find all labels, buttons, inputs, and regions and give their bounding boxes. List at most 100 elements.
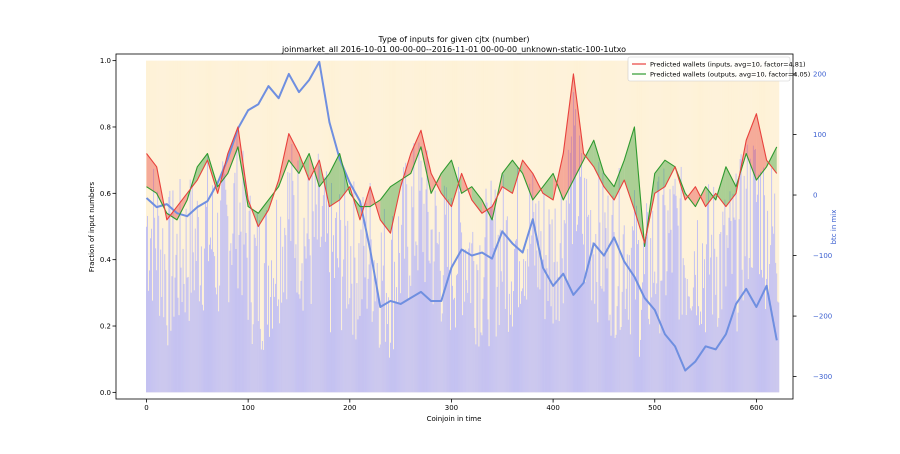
bar-fraction: [771, 168, 772, 392]
bar-fraction: [458, 167, 459, 392]
bar-fraction: [275, 284, 276, 393]
bar-fraction: [290, 241, 291, 392]
x-tick-label: 300: [445, 404, 458, 412]
bar-fraction: [188, 277, 189, 392]
bar-fraction: [603, 292, 604, 393]
bar-fraction: [175, 278, 176, 393]
bar-fraction: [688, 296, 689, 392]
bar-fraction: [583, 245, 584, 393]
bar-fraction: [558, 277, 559, 392]
bar-fraction: [385, 342, 386, 393]
bar-fraction: [404, 259, 405, 393]
bar-background: [380, 61, 381, 393]
y-axis-label: Fraction of input numbers: [88, 181, 96, 272]
bar-fraction: [350, 246, 351, 392]
bar-fraction: [590, 210, 591, 392]
bar-fraction: [494, 248, 495, 392]
bar-fraction: [322, 206, 323, 392]
bar-fraction: [416, 245, 417, 392]
bar-fraction: [601, 289, 602, 393]
y2-tick-label: 100: [813, 131, 826, 139]
bar-fraction: [302, 263, 303, 392]
bar-fraction: [303, 311, 304, 393]
bar-fraction: [389, 358, 390, 393]
bar-fraction: [729, 218, 730, 393]
bar-fraction: [427, 150, 428, 392]
bar-fraction: [368, 279, 369, 392]
bar-fraction: [426, 189, 427, 392]
bar-fraction: [576, 231, 577, 392]
bar-fraction: [478, 347, 479, 393]
bar-fraction: [367, 309, 368, 393]
bar-fraction: [498, 235, 499, 393]
bar-fraction: [248, 320, 249, 393]
bar-fraction: [518, 307, 519, 392]
bar-fraction: [344, 172, 345, 393]
bar-fraction: [615, 338, 616, 392]
bar-fraction: [493, 219, 494, 392]
bar-fraction: [244, 245, 245, 393]
bar-fraction: [328, 204, 329, 392]
bar-fraction: [422, 177, 423, 392]
bar-fraction: [511, 281, 512, 392]
bar-fraction: [775, 263, 776, 392]
bar-fraction: [403, 167, 404, 392]
bar-fraction: [617, 306, 618, 392]
bar-fraction: [158, 216, 159, 393]
bar-fraction: [378, 295, 379, 392]
bar-fraction: [663, 169, 664, 393]
bar-fraction: [547, 268, 548, 392]
bar-fraction: [564, 220, 565, 392]
bar-fraction: [770, 245, 771, 392]
bar-fraction: [554, 262, 555, 392]
bar-fraction: [375, 301, 376, 392]
bar-fraction: [696, 315, 697, 392]
bar-fraction: [238, 288, 239, 392]
bar-fraction: [252, 344, 253, 392]
bar-fraction: [520, 304, 521, 393]
bar-fraction: [343, 259, 344, 392]
bar-fraction: [471, 243, 472, 392]
bar-fraction: [433, 304, 434, 392]
bar-fraction: [621, 327, 622, 392]
bar-fraction: [323, 195, 324, 392]
bar-fraction: [215, 288, 216, 393]
bar-fraction: [239, 235, 240, 392]
bar-fraction: [301, 281, 302, 392]
bar-fraction: [212, 185, 213, 392]
bar-fraction: [281, 303, 282, 393]
bar-fraction: [528, 267, 529, 393]
bar-fraction: [707, 204, 708, 392]
bar-fraction: [274, 297, 275, 393]
bar-fraction: [468, 248, 469, 392]
bar-fraction: [363, 197, 364, 392]
bar-fraction: [513, 291, 514, 392]
bar-fraction: [639, 357, 640, 393]
bar-background: [252, 61, 253, 393]
bar-fraction: [514, 249, 515, 392]
bar-fraction: [257, 213, 258, 392]
bar-fraction: [550, 224, 551, 392]
bar-fraction: [265, 213, 266, 392]
bar-fraction: [484, 277, 485, 392]
bar-fraction: [705, 332, 706, 392]
bar-fraction: [648, 319, 649, 392]
bar-fraction: [608, 196, 609, 393]
bar-fraction: [731, 221, 732, 392]
bar-fraction: [736, 174, 737, 393]
bar-fraction: [201, 246, 202, 392]
bar-fraction: [173, 317, 174, 393]
bar-fraction: [267, 325, 268, 393]
bar-fraction: [474, 328, 475, 392]
bar-fraction: [442, 313, 443, 392]
bar-fraction: [745, 256, 746, 392]
bar-fraction: [512, 327, 513, 393]
bar-fraction: [430, 263, 431, 392]
bar-fraction: [722, 212, 723, 393]
bar-fraction: [164, 254, 165, 392]
bar-fraction: [178, 298, 179, 393]
bar-fraction: [716, 257, 717, 393]
bar-fraction: [356, 283, 357, 392]
bar-fraction: [694, 251, 695, 392]
bar-fraction: [693, 287, 694, 392]
